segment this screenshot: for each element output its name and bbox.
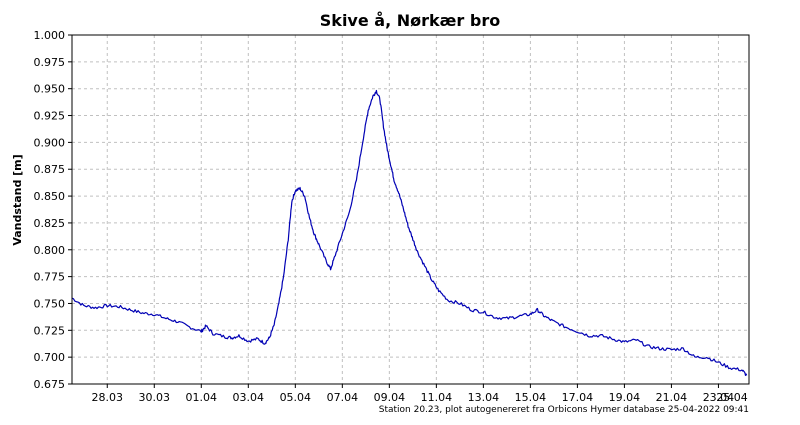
x-tick-label: 25.04 — [716, 391, 748, 404]
y-tick-label: 0.850 — [34, 190, 66, 203]
x-tick-label: 01.04 — [186, 391, 218, 404]
y-tick-label: 0.675 — [34, 378, 66, 391]
x-tick-label: 15.04 — [515, 391, 547, 404]
y-tick-label: 0.800 — [34, 244, 66, 257]
x-tick-label: 13.04 — [468, 391, 500, 404]
y-tick-label: 0.725 — [34, 324, 66, 337]
y-axis-label: Vandstand [m] — [11, 154, 24, 245]
series-line-0 — [71, 89, 748, 376]
chart-title: Skive å, Nørkær bro — [320, 11, 500, 30]
x-axis: 28.03 30.03 01.04 03.04 05.04 07.04 09.04 11.04… — [92, 384, 748, 404]
y-tick-label: 0.975 — [34, 56, 66, 69]
x-tick-label: 19.04 — [609, 391, 641, 404]
x-tick-label: 21.04 — [656, 391, 688, 404]
x-tick-label: 11.04 — [421, 391, 453, 404]
y-tick-label: 1.000 — [34, 29, 66, 42]
x-tick-label: 17.04 — [562, 391, 594, 404]
x-tick-label: 28.03 — [92, 391, 124, 404]
x-tick-label: 03.04 — [233, 391, 265, 404]
y-tick-label: 0.750 — [34, 297, 66, 310]
footer-note: Station 20.23, plot autogenereret fra Or… — [379, 405, 749, 415]
x-tick-label: 09.04 — [374, 391, 406, 404]
grid — [72, 35, 749, 384]
y-axis: 0.675 0.700 0.725 0.750 0.775 0.800 0.825 0.850… — [34, 29, 72, 391]
series-group — [71, 89, 748, 376]
y-tick-label: 0.875 — [34, 163, 66, 176]
x-tick-label: 23.04 — [703, 391, 735, 404]
x-tick-label: 07.04 — [327, 391, 359, 404]
y-tick-label: 0.900 — [34, 136, 66, 149]
y-tick-label: 0.825 — [34, 217, 66, 230]
y-tick-label: 0.775 — [34, 271, 66, 284]
x-tick-label: 30.03 — [139, 391, 171, 404]
y-tick-label: 0.925 — [34, 110, 66, 123]
x-tick-label: 05.04 — [280, 391, 312, 404]
y-tick-label: 0.700 — [34, 351, 66, 364]
y-tick-label: 0.950 — [34, 83, 66, 96]
plot-frame — [71, 34, 750, 385]
